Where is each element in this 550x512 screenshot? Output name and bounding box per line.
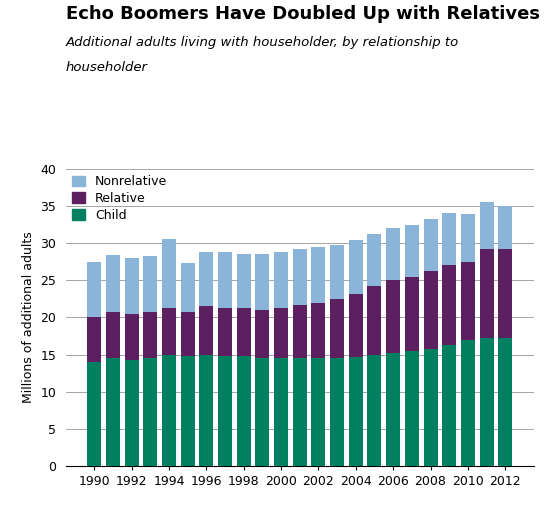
Bar xyxy=(330,299,344,358)
Text: householder: householder xyxy=(66,61,148,74)
Bar xyxy=(125,314,139,360)
Bar xyxy=(125,258,139,314)
Bar xyxy=(330,358,344,466)
Bar xyxy=(424,349,437,466)
Bar xyxy=(311,358,326,466)
Bar xyxy=(405,351,419,466)
Bar xyxy=(442,345,456,466)
Bar xyxy=(480,202,493,249)
Bar xyxy=(442,213,456,265)
Bar xyxy=(87,362,101,466)
Bar xyxy=(367,286,382,354)
Bar xyxy=(218,308,232,356)
Bar xyxy=(274,308,288,358)
Bar xyxy=(293,249,307,305)
Bar xyxy=(255,310,270,358)
Bar xyxy=(180,311,195,356)
Bar xyxy=(180,356,195,466)
Bar xyxy=(480,338,493,466)
Bar xyxy=(218,356,232,466)
Bar xyxy=(349,240,363,294)
Bar xyxy=(311,247,326,303)
Bar xyxy=(424,219,437,271)
Bar xyxy=(144,358,157,466)
Bar xyxy=(144,256,157,312)
Bar xyxy=(106,358,120,466)
Bar xyxy=(498,249,512,338)
Bar xyxy=(442,265,456,345)
Bar xyxy=(386,353,400,466)
Bar xyxy=(87,262,101,317)
Bar xyxy=(349,357,363,466)
Legend: Nonrelative, Relative, Child: Nonrelative, Relative, Child xyxy=(72,175,167,222)
Bar xyxy=(199,252,213,306)
Bar xyxy=(236,308,251,356)
Bar xyxy=(498,206,512,249)
Bar xyxy=(87,317,101,362)
Bar xyxy=(461,214,475,262)
Bar xyxy=(311,303,326,358)
Bar xyxy=(162,354,176,466)
Bar xyxy=(274,358,288,466)
Text: Additional adults living with householder, by relationship to: Additional adults living with householde… xyxy=(66,36,459,49)
Bar xyxy=(255,254,270,310)
Bar xyxy=(106,311,120,358)
Bar xyxy=(349,294,363,357)
Bar xyxy=(367,354,382,466)
Bar xyxy=(386,228,400,281)
Bar xyxy=(144,312,157,358)
Bar xyxy=(199,354,213,466)
Bar xyxy=(293,305,307,358)
Y-axis label: Millions of additional adults: Millions of additional adults xyxy=(22,231,35,403)
Bar xyxy=(424,271,437,349)
Bar xyxy=(480,249,493,338)
Bar xyxy=(236,356,251,466)
Bar xyxy=(461,262,475,340)
Bar xyxy=(405,225,419,276)
Bar xyxy=(106,255,120,311)
Bar xyxy=(162,308,176,354)
Bar xyxy=(218,252,232,308)
Bar xyxy=(367,233,382,286)
Text: Echo Boomers Have Doubled Up with Relatives: Echo Boomers Have Doubled Up with Relati… xyxy=(66,5,540,23)
Bar xyxy=(498,338,512,466)
Bar xyxy=(461,340,475,466)
Bar xyxy=(255,358,270,466)
Bar xyxy=(330,245,344,299)
Bar xyxy=(162,239,176,308)
Bar xyxy=(236,253,251,308)
Bar xyxy=(293,358,307,466)
Bar xyxy=(180,263,195,311)
Bar xyxy=(199,306,213,354)
Bar xyxy=(386,281,400,353)
Bar xyxy=(405,276,419,351)
Bar xyxy=(274,252,288,308)
Bar xyxy=(125,360,139,466)
